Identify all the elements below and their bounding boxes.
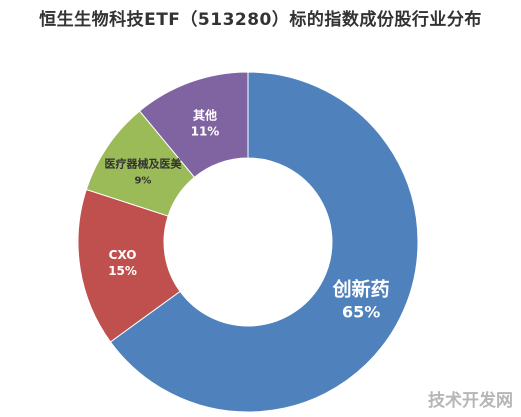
labels-group: 创新药 65% CXO 15% 医疗器械及医美 9% 其他 11%	[104, 108, 389, 322]
value-label-innovative-drugs: 65%	[342, 303, 380, 322]
watermark: 技术开发网	[428, 391, 513, 411]
value-label-cxo: 15%	[108, 264, 137, 278]
value-label-medical-devices: 9%	[134, 176, 151, 187]
slices-group	[77, 71, 419, 413]
slice-other	[138, 71, 249, 178]
label-medical-devices: 医疗器械及医美	[104, 157, 182, 171]
label-cxo: CXO	[109, 248, 137, 262]
value-label-other: 11%	[191, 125, 220, 139]
label-other: 其他	[193, 108, 217, 123]
chart-title: 恒生生物科技ETF（513280）标的指数成份股行业分布	[39, 10, 482, 30]
label-innovative-drugs: 创新药	[332, 278, 390, 301]
slice-innovative-drugs	[109, 71, 419, 413]
